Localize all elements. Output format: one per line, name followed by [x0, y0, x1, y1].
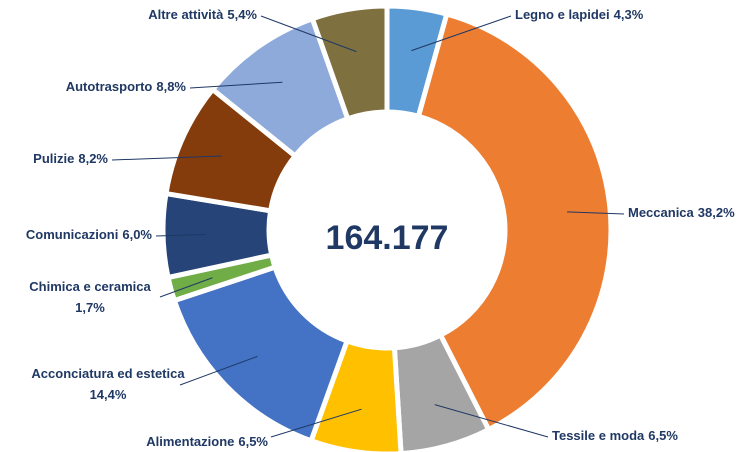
slice-label: Legno e lapidei 4,3% — [515, 7, 644, 22]
leader-line — [434, 404, 549, 438]
leader-line — [179, 355, 258, 386]
center-label: 164.177 — [326, 219, 449, 257]
label-name: Autotrasporto — [66, 79, 153, 94]
label-value: 38,2% — [698, 205, 735, 220]
label-name: Alimentazione — [146, 434, 234, 449]
label-value: 1,7% — [75, 300, 105, 315]
label-name: Altre attività — [148, 7, 224, 22]
slice-label: Chimica e ceramica 1,7% — [29, 279, 151, 315]
label-name: Legno e lapidei — [515, 7, 610, 22]
label-name: Tessile e moda — [552, 428, 645, 443]
leader-line — [260, 15, 357, 53]
label-name: Chimica e ceramica — [29, 279, 151, 294]
slice-label: Acconciatura ed estetica 14,4% — [31, 366, 185, 402]
label-value: 5,4% — [227, 7, 257, 22]
label-name: Acconciatura ed estetica — [31, 366, 185, 381]
slice-label: Pulizie 8,2% — [33, 151, 108, 166]
leader-line — [155, 234, 207, 237]
leader-line — [567, 211, 625, 215]
slice-label: Meccanica 38,2% — [628, 205, 735, 220]
label-value: 14,4% — [90, 387, 127, 402]
label-name: Meccanica — [628, 205, 695, 220]
leader-line — [270, 408, 362, 438]
label-name: Pulizie — [33, 151, 74, 166]
leader-line — [411, 15, 512, 52]
slice-label: Alimentazione 6,5% — [146, 434, 268, 449]
slice-label: Tessile e moda 6,5% — [552, 428, 678, 443]
label-value: 6,0% — [122, 227, 152, 242]
slice-label: Autotrasporto 8,8% — [66, 79, 187, 94]
leader-line — [189, 81, 283, 89]
slice — [171, 264, 351, 444]
slice-label: Altre attività 5,4% — [148, 7, 257, 22]
label-value: 8,8% — [156, 79, 186, 94]
slices — [160, 3, 614, 452]
labels: Legno e lapidei 4,3% Meccanica 38,2% Tessile… — [26, 7, 735, 449]
label-value: 6,5% — [238, 434, 268, 449]
slice — [391, 331, 493, 452]
slice — [415, 11, 614, 433]
leader-line — [111, 155, 222, 161]
leader-line — [159, 277, 213, 298]
label-value: 4,3% — [614, 7, 644, 22]
label-value: 6,5% — [648, 428, 678, 443]
label-name: Comunicazioni — [26, 227, 118, 242]
label-value: 8,2% — [78, 151, 108, 166]
slice-label: Comunicazioni 6,0% — [26, 227, 153, 242]
slice — [309, 3, 390, 122]
